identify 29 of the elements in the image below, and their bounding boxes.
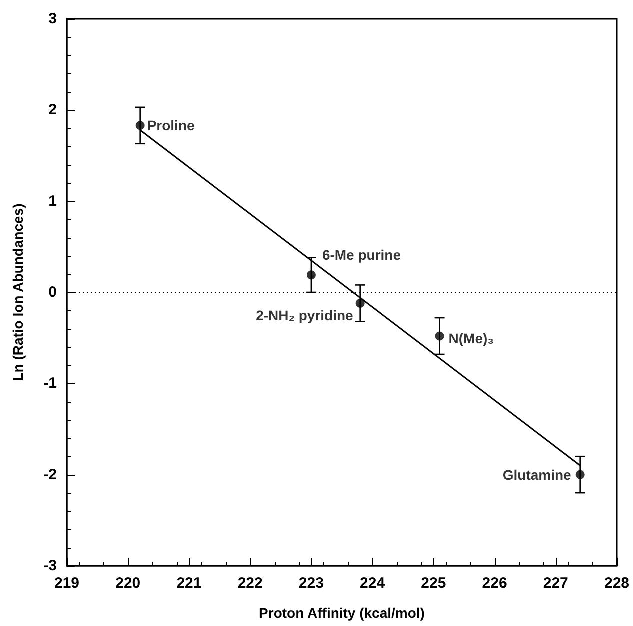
annotation: N(Me)₃ — [448, 330, 494, 346]
x-tick-label: 221 — [176, 575, 202, 592]
annotation: 6-Me purine — [322, 247, 402, 264]
x-tick-label: 220 — [116, 575, 141, 592]
annotation: Proline — [147, 118, 195, 134]
y-axis-title: Ln (Ratio Ion Abundances) — [10, 204, 26, 382]
point — [435, 332, 444, 341]
annotation: 2-NH₂ pyridine — [256, 307, 354, 324]
x-axis-title: Proton Affinity (kcal/mol) — [259, 605, 425, 621]
point — [306, 270, 316, 280]
y-tick-label: 2 — [48, 102, 57, 119]
x-tick-label: 226 — [482, 575, 508, 592]
x-tick-label: 227 — [543, 575, 568, 592]
y-tick-label: 3 — [48, 10, 57, 28]
x-tick-label: 223 — [298, 575, 324, 592]
y-tick-label: -3 — [44, 558, 57, 574]
x-tick-label: 222 — [238, 575, 263, 592]
y-tick-label: -2 — [44, 466, 57, 484]
x-tick-label: 228 — [604, 575, 630, 592]
y-tick-label: 1 — [48, 192, 57, 210]
y-tick-label: 0 — [48, 284, 57, 301]
annotation: Glutamine — [502, 466, 572, 483]
point — [576, 470, 585, 480]
x-tick-label: 219 — [54, 575, 80, 592]
point — [136, 121, 145, 130]
x-tick-label: 225 — [421, 575, 446, 592]
x-tick-label: 224 — [360, 575, 386, 592]
point — [356, 298, 365, 308]
y-tick-label: -1 — [44, 375, 57, 392]
